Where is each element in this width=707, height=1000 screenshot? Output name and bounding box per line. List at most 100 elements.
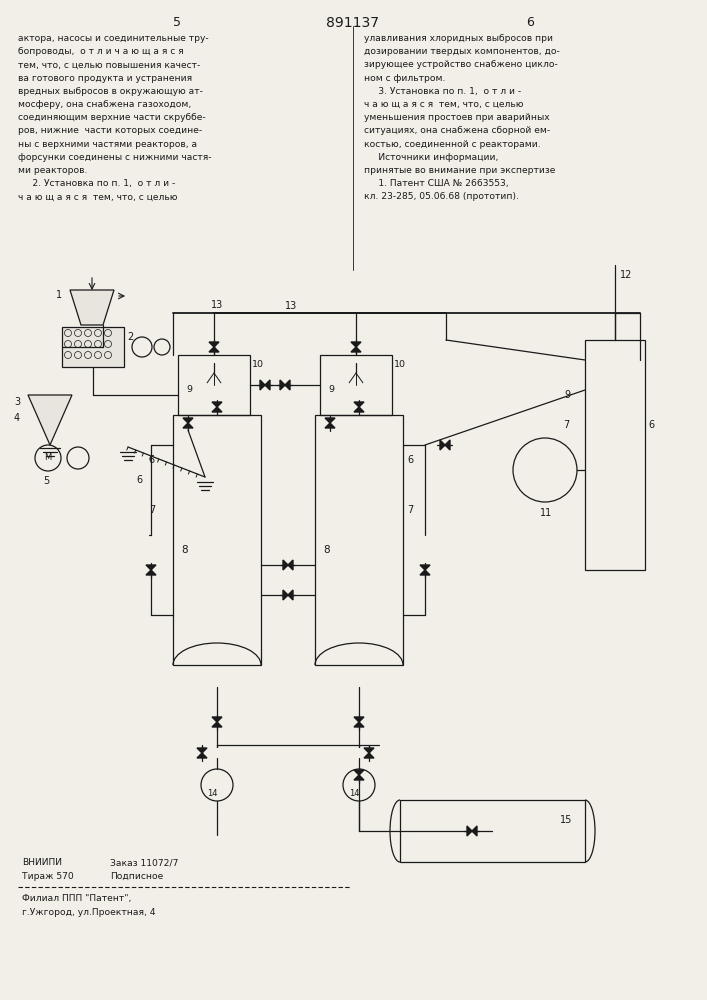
- Text: соединяющим верхние части скруббе-: соединяющим верхние части скруббе-: [18, 113, 206, 122]
- Polygon shape: [212, 402, 222, 407]
- Text: 10: 10: [394, 360, 406, 369]
- Polygon shape: [364, 753, 374, 758]
- Text: дозировании твердых компонентов, до-: дозировании твердых компонентов, до-: [364, 47, 560, 56]
- Polygon shape: [212, 717, 222, 722]
- Polygon shape: [197, 753, 207, 758]
- Polygon shape: [285, 380, 290, 390]
- Polygon shape: [283, 560, 288, 570]
- Polygon shape: [364, 748, 374, 753]
- Text: Подписное: Подписное: [110, 872, 163, 881]
- Polygon shape: [197, 748, 207, 753]
- Text: 891137: 891137: [327, 16, 380, 30]
- Text: мосферу, она снабжена газоходом,: мосферу, она снабжена газоходом,: [18, 100, 192, 109]
- Bar: [62, 327, 124, 367]
- Polygon shape: [28, 395, 72, 445]
- Polygon shape: [260, 380, 265, 390]
- Text: 8: 8: [323, 545, 329, 555]
- Text: кл. 23-285, 05.06.68 (прототип).: кл. 23-285, 05.06.68 (прототип).: [364, 192, 519, 201]
- Text: ВНИИПИ: ВНИИПИ: [22, 858, 62, 867]
- Polygon shape: [280, 380, 285, 390]
- Text: 3: 3: [14, 397, 20, 407]
- Text: 14: 14: [206, 789, 217, 798]
- Text: 5: 5: [173, 16, 181, 29]
- Text: 10: 10: [252, 360, 264, 369]
- Text: 7: 7: [148, 505, 155, 515]
- Text: 1: 1: [56, 290, 62, 300]
- Polygon shape: [420, 570, 430, 575]
- Polygon shape: [209, 342, 219, 347]
- Text: Филиал ППП "Патент",: Филиал ППП "Патент",: [22, 894, 132, 903]
- Bar: [315, 415, 403, 665]
- Polygon shape: [354, 770, 364, 775]
- Polygon shape: [351, 342, 361, 347]
- Text: ми реакторов.: ми реакторов.: [18, 166, 88, 175]
- Text: ном с фильтром.: ном с фильтром.: [364, 74, 445, 83]
- Polygon shape: [146, 565, 156, 570]
- Text: принятые во внимание при экспертизе: принятые во внимание при экспертизе: [364, 166, 556, 175]
- Polygon shape: [325, 418, 335, 423]
- Text: тем, что, с целью повышения качест-: тем, что, с целью повышения качест-: [18, 60, 200, 69]
- Bar: [400, 800, 585, 862]
- Text: 12: 12: [620, 270, 632, 280]
- Text: 6: 6: [407, 455, 413, 465]
- Polygon shape: [288, 590, 293, 600]
- Text: уменьшения простоев при аварийных: уменьшения простоев при аварийных: [364, 113, 549, 122]
- Text: 7: 7: [563, 420, 569, 430]
- Text: актора, насосы и соединительные тру-: актора, насосы и соединительные тру-: [18, 34, 209, 43]
- Polygon shape: [351, 347, 361, 352]
- Bar: [320, 355, 392, 415]
- Text: улавливания хлоридных выбросов при: улавливания хлоридных выбросов при: [364, 34, 553, 43]
- Polygon shape: [265, 380, 270, 390]
- Text: Тираж 570: Тираж 570: [22, 872, 74, 881]
- Text: бопроводы,  о т л и ч а ю щ а я с я: бопроводы, о т л и ч а ю щ а я с я: [18, 47, 184, 56]
- Text: Источники информации,: Источники информации,: [364, 153, 498, 162]
- Text: Заказ 11072/7: Заказ 11072/7: [110, 858, 178, 867]
- Text: 11: 11: [540, 508, 552, 518]
- Text: 9: 9: [328, 385, 334, 394]
- Polygon shape: [354, 407, 364, 412]
- Polygon shape: [354, 775, 364, 780]
- Polygon shape: [354, 717, 364, 722]
- Polygon shape: [146, 570, 156, 575]
- Text: 2. Установка по п. 1,  о т л и -: 2. Установка по п. 1, о т л и -: [18, 179, 175, 188]
- Polygon shape: [212, 722, 222, 727]
- Polygon shape: [183, 418, 193, 423]
- Text: форсунки соединены с нижними частя-: форсунки соединены с нижними частя-: [18, 153, 211, 162]
- Polygon shape: [325, 423, 335, 428]
- Polygon shape: [288, 560, 293, 570]
- Polygon shape: [354, 722, 364, 727]
- Bar: [585, 340, 645, 570]
- Text: 5: 5: [43, 476, 49, 486]
- Text: 7: 7: [407, 505, 414, 515]
- Text: ч а ю щ а я с я  тем, что, с целью: ч а ю щ а я с я тем, что, с целью: [18, 192, 177, 201]
- Text: 6: 6: [137, 475, 143, 485]
- Text: 15: 15: [560, 815, 573, 825]
- Text: костью, соединенной с реакторами.: костью, соединенной с реакторами.: [364, 140, 541, 149]
- Text: г.Ужгород, ул.Проектная, 4: г.Ужгород, ул.Проектная, 4: [22, 908, 156, 917]
- Polygon shape: [420, 565, 430, 570]
- Polygon shape: [212, 407, 222, 412]
- Polygon shape: [183, 423, 193, 428]
- Text: ров, нижние  части которых соедине-: ров, нижние части которых соедине-: [18, 126, 202, 135]
- Text: 13: 13: [211, 300, 223, 310]
- Text: ситуациях, она снабжена сборной ем-: ситуациях, она снабжена сборной ем-: [364, 126, 550, 135]
- Bar: [173, 415, 261, 665]
- Text: 6: 6: [526, 16, 534, 29]
- Polygon shape: [440, 440, 445, 450]
- Text: 14: 14: [349, 789, 359, 798]
- Text: 6: 6: [648, 420, 654, 430]
- Text: ны с верхними частями реакторов, а: ны с верхними частями реакторов, а: [18, 140, 197, 149]
- Text: 6: 6: [149, 455, 155, 465]
- Text: 3. Установка по п. 1,  о т л и -: 3. Установка по п. 1, о т л и -: [364, 87, 521, 96]
- Polygon shape: [445, 440, 450, 450]
- Text: ч а ю щ а я с я  тем, что, с целью: ч а ю щ а я с я тем, что, с целью: [364, 100, 523, 109]
- Polygon shape: [70, 290, 114, 325]
- Polygon shape: [472, 826, 477, 836]
- Text: 4: 4: [14, 413, 20, 423]
- Polygon shape: [283, 590, 288, 600]
- Text: вредных выбросов в окружающую ат-: вредных выбросов в окружающую ат-: [18, 87, 203, 96]
- Text: 1. Патент США № 2663553,: 1. Патент США № 2663553,: [364, 179, 508, 188]
- Text: M: M: [45, 454, 52, 462]
- Text: 9: 9: [565, 390, 571, 400]
- Text: 2: 2: [127, 332, 133, 342]
